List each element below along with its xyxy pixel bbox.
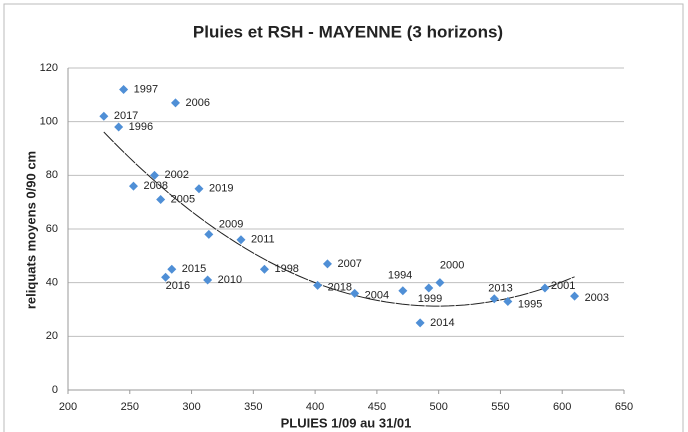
point-label: 2002 — [164, 169, 188, 181]
data-point — [99, 111, 109, 121]
x-tick-label: 650 — [615, 401, 633, 413]
x-tick-label: 400 — [306, 401, 324, 413]
point-label: 2014 — [430, 317, 454, 329]
point-label: 1996 — [129, 121, 153, 133]
point-label: 2016 — [166, 280, 190, 292]
point-label: 1999 — [418, 293, 442, 305]
x-tick-label: 550 — [491, 401, 509, 413]
x-tick-label: 600 — [553, 401, 571, 413]
data-point — [149, 170, 159, 180]
data-point — [203, 275, 213, 285]
point-label: 2010 — [218, 274, 242, 286]
y-tick-label: 120 — [40, 62, 58, 74]
point-label: 2018 — [328, 281, 352, 293]
point-label: 2015 — [182, 263, 206, 275]
x-axis-title: PLUIES 1/09 au 31/01 — [281, 415, 412, 430]
data-point — [128, 181, 138, 191]
data-point — [540, 283, 550, 293]
point-label: 2001 — [551, 280, 575, 292]
point-label: 1998 — [274, 263, 298, 275]
data-point — [170, 98, 180, 108]
x-tick-label: 250 — [121, 401, 139, 413]
data-point — [350, 288, 360, 298]
data-point — [313, 280, 323, 290]
point-label: 2009 — [219, 218, 243, 230]
chart-title: Pluies et RSH - MAYENNE (3 horizons) — [193, 22, 503, 41]
point-label: 2005 — [171, 193, 195, 205]
data-point — [119, 84, 129, 94]
x-tick-label: 350 — [244, 401, 262, 413]
data-point — [204, 229, 214, 239]
y-tick-label: 100 — [40, 116, 58, 128]
data-point — [156, 194, 166, 204]
point-label: 2019 — [209, 183, 233, 195]
point-label: 1995 — [518, 298, 542, 310]
point-label: 2008 — [143, 180, 167, 192]
x-tick-label: 200 — [59, 401, 77, 413]
data-point — [259, 264, 269, 274]
y-tick-label: 40 — [46, 277, 58, 289]
point-label: 2006 — [185, 97, 209, 109]
data-point — [424, 283, 434, 293]
data-point — [415, 318, 425, 328]
data-point — [161, 272, 171, 282]
point-label: 2004 — [365, 289, 389, 301]
data-point — [236, 235, 246, 245]
data-point — [194, 184, 204, 194]
y-tick-label: 60 — [46, 223, 58, 235]
point-label: 2003 — [585, 292, 609, 304]
data-point — [503, 296, 513, 306]
point-label: 2011 — [251, 234, 275, 246]
data-point — [435, 278, 445, 288]
point-label: 1994 — [388, 270, 412, 282]
data-point — [570, 291, 580, 301]
x-tick-label: 300 — [182, 401, 200, 413]
point-label: 2017 — [114, 110, 138, 122]
y-tick-label: 20 — [46, 330, 58, 342]
point-label: 2013 — [488, 283, 512, 295]
data-point — [398, 286, 408, 296]
chart-frame — [3, 3, 684, 432]
point-label: 1997 — [134, 83, 158, 95]
x-tick-label: 500 — [429, 401, 447, 413]
data-point — [114, 122, 124, 132]
data-point — [489, 294, 499, 304]
x-tick-label: 450 — [368, 401, 386, 413]
data-point — [167, 264, 177, 274]
point-label: 2000 — [440, 260, 464, 272]
point-label: 2007 — [337, 258, 361, 270]
data-point — [322, 259, 332, 269]
y-axis-title: reliquats moyens 0/90 cm — [23, 151, 38, 309]
y-tick-label: 0 — [52, 384, 58, 396]
y-tick-label: 80 — [46, 169, 58, 181]
